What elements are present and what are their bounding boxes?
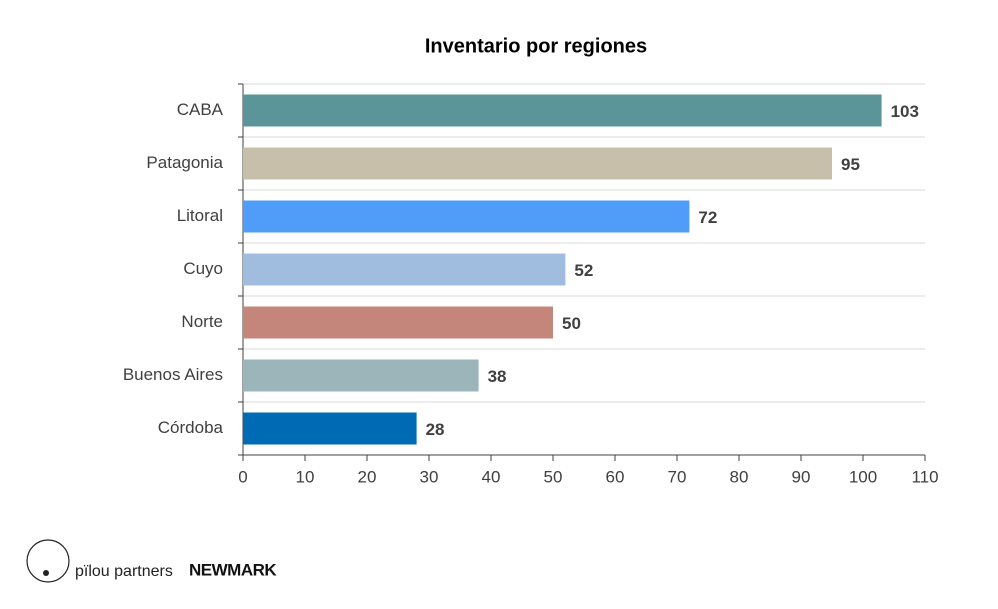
y-tick-label: Patagonia [146, 153, 223, 172]
x-tick-label: 100 [849, 467, 877, 486]
y-tick-label: Buenos Aires [123, 365, 223, 384]
x-tick-label: 0 [238, 467, 247, 486]
y-tick-label: Litoral [177, 206, 223, 225]
x-tick-label: 50 [544, 467, 563, 486]
x-tick-label: 10 [296, 467, 315, 486]
value-label: 52 [574, 261, 593, 280]
y-tick-label: Córdoba [158, 418, 224, 437]
bar [243, 94, 882, 127]
x-tick-label: 70 [668, 467, 687, 486]
y-tick-label: Norte [181, 312, 223, 331]
brand: pïlou partners [75, 563, 173, 580]
logo-circle [26, 539, 70, 583]
y-tick-label: Cuyo [183, 259, 223, 278]
bar [243, 253, 566, 286]
x-tick-label: 110 [911, 467, 938, 486]
logo-dot [43, 570, 49, 576]
chart-title: Inventario por regiones [425, 35, 647, 57]
bar [243, 306, 553, 339]
bar [243, 200, 690, 233]
bar [243, 412, 417, 445]
value-label: 38 [488, 367, 507, 386]
x-tick-label: 90 [792, 467, 811, 486]
x-tick-label: 20 [358, 467, 377, 486]
x-tick-label: 60 [606, 467, 625, 486]
x-tick-label: 40 [482, 467, 501, 486]
value-label: 103 [891, 102, 919, 121]
bar [243, 147, 832, 180]
y-tick-label: CABA [177, 100, 224, 119]
value-label: 28 [426, 420, 445, 439]
brand: NEWMARK [189, 560, 277, 579]
x-tick-label: 30 [420, 467, 439, 486]
value-label: 50 [562, 314, 581, 333]
bar [243, 359, 479, 392]
value-label: 95 [841, 155, 860, 174]
x-tick-label: 80 [730, 467, 749, 486]
value-label: 72 [698, 208, 717, 227]
